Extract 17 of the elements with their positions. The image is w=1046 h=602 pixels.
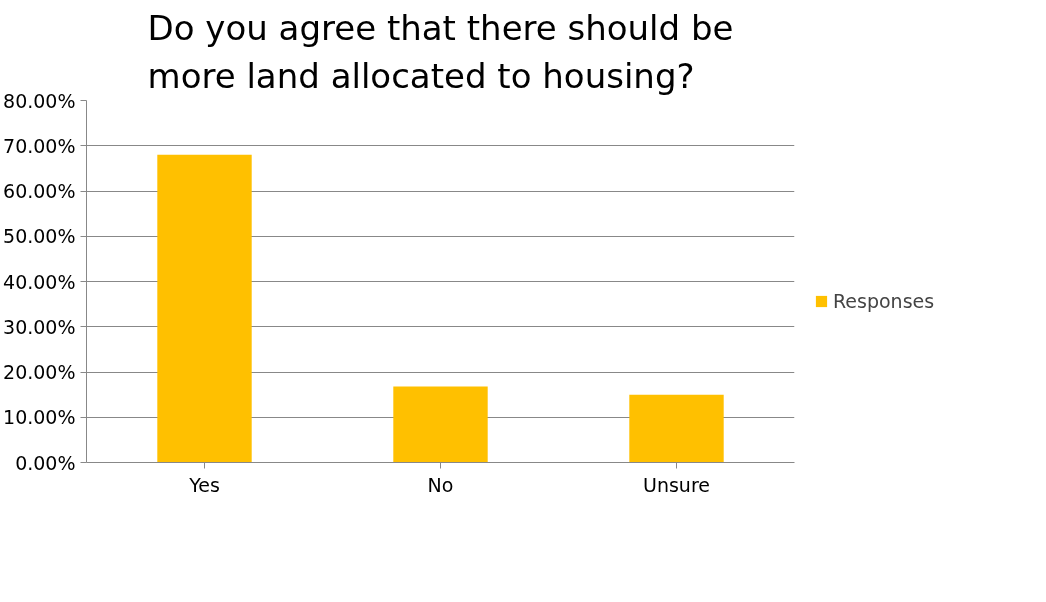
y-tick-label: 0.00% <box>15 451 76 474</box>
bar <box>393 386 488 463</box>
y-tick-label: 20.00% <box>3 361 76 383</box>
y-tick-label: 10.00% <box>3 406 76 429</box>
x-tick-label: No <box>427 473 454 496</box>
bar <box>629 394 724 463</box>
y-tick-label: 70.00% <box>3 134 76 157</box>
y-tick-label: 50.00% <box>3 225 76 248</box>
legend-label: Responses <box>833 290 936 312</box>
y-tick-label: 30.00% <box>3 315 76 338</box>
y-tick-label: 60.00% <box>3 180 76 202</box>
y-tick-label: 40.00% <box>3 270 76 293</box>
bar <box>157 154 252 463</box>
chart-title: Do you agree that there should be more land allocated to housing? <box>147 7 734 96</box>
x-tick-label: Unsure <box>643 473 710 496</box>
x-tick-label: Yes <box>188 473 220 496</box>
y-tick-label: 80.00% <box>3 89 76 112</box>
